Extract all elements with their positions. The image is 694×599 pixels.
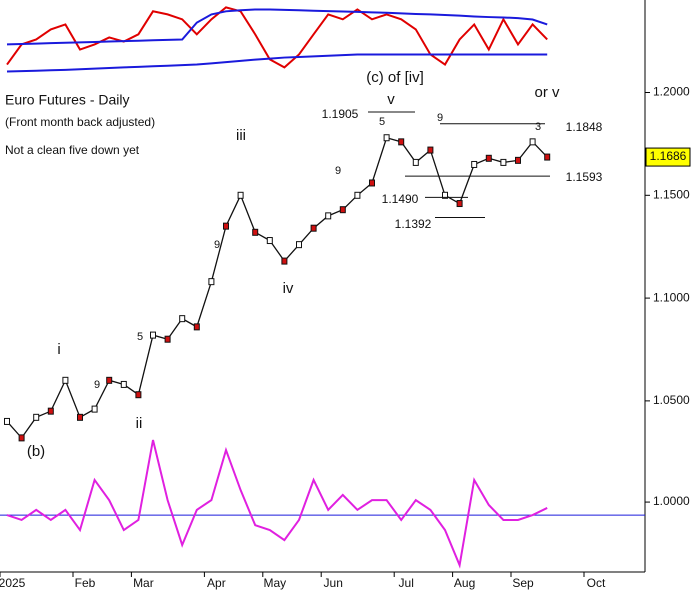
candle [193,323,200,331]
candle [18,434,25,442]
x-tick-label: Jun [324,576,343,590]
candle [77,413,83,421]
y-tick-label: 1.1500 [653,187,690,201]
candle [47,407,54,415]
annotation: 3 [535,121,541,133]
x-tick-label: Jul [399,576,414,590]
candle [91,405,98,413]
annotation: Not a clean five down yet [5,143,140,157]
candle [223,222,229,230]
candle [471,160,478,168]
x-tick-label: Aug [454,576,475,590]
annotation: v [387,91,395,108]
y-tick-label: 1.1000 [653,290,690,304]
candle [515,156,521,164]
candle [179,315,186,323]
level-label: 1.1392 [395,217,432,231]
candle [383,134,390,142]
candle [325,212,332,220]
candle [485,154,492,162]
x-tick-label: 2025 [0,576,26,590]
candle [354,191,361,199]
annotation: 5 [137,331,143,343]
series-line [6,439,548,569]
candle [456,200,463,208]
candle [150,331,156,339]
annotation: iv [283,280,294,297]
candle [4,417,10,425]
x-tick-label: Mar [133,576,154,590]
candle [33,413,40,421]
y-tick-label: 1.0500 [653,393,690,407]
x-tick-label: Feb [75,576,96,590]
candle [252,228,259,236]
annotation: 9 [335,165,341,177]
series-line [6,136,548,439]
series-line [6,6,548,69]
annotation: i [57,341,60,358]
x-tick-label: May [263,576,286,590]
x-tick-label: Apr [207,576,226,590]
candle [237,191,244,199]
y-tick-label: 1.2000 [653,85,690,99]
candle [135,391,142,399]
annotation: (c) of [iv] [366,69,424,86]
annotation: or v [534,84,560,101]
y-tick-label: 1.0000 [653,494,690,508]
x-tick-label: Sep [512,576,534,590]
candle [120,380,127,388]
annotation: 5 [379,116,385,128]
candle [544,153,551,161]
candle [281,257,288,265]
candle [442,191,448,199]
candle [164,335,171,343]
annotation: ii [136,415,143,432]
annotation: 9 [214,239,220,251]
candle [208,278,215,286]
last-price-label: 1.1686 [650,149,687,163]
level-label: 1.1905 [322,107,359,121]
candle [310,224,317,232]
series-line [6,8,548,46]
candle [369,179,375,187]
candle [296,241,302,249]
x-tick-label: Oct [587,576,606,590]
annotation: 9 [437,112,443,124]
last-price-box [645,147,691,167]
candle [412,158,419,166]
chart-subtitle: (Front month back adjusted) [5,115,155,129]
level-label: 1.1593 [566,170,603,184]
level-label: 1.1848 [566,120,603,134]
candle [62,376,69,384]
candle [266,237,273,245]
candle [398,138,405,146]
annotation: 9 [94,379,100,391]
candle [106,376,113,384]
annotation: (b) [27,443,45,460]
candle [500,158,507,166]
chart-title: Euro Futures - Daily [5,92,129,108]
candle [427,146,434,154]
level-label: 1.1490 [382,192,419,206]
candle [529,138,536,146]
annotation: iii [236,127,246,144]
series-line [6,53,548,73]
candle [339,206,346,214]
